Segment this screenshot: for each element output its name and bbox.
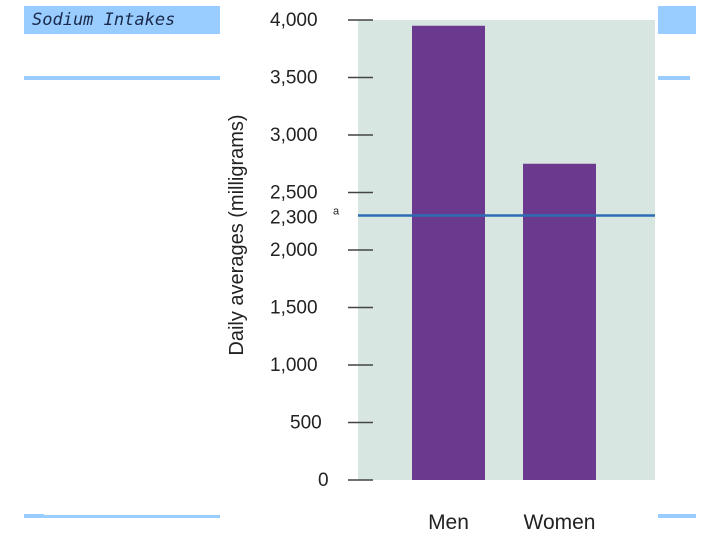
- reference-line-group: 2,300 a: [270, 206, 655, 229]
- decorative-top-right-block: [658, 6, 696, 34]
- y-tick-label: 4,000: [270, 10, 318, 31]
- y-tick-label: 3,500: [270, 68, 318, 89]
- y-tick-label: 1,500: [270, 298, 318, 319]
- bar-women: [523, 163, 596, 480]
- y-tick-label: 0: [318, 470, 329, 491]
- reference-line-label: 2,300: [270, 208, 318, 229]
- bar-men: [412, 25, 485, 480]
- x-axis-labels: Men Women: [428, 511, 595, 534]
- slide-title: Sodium Intakes: [32, 10, 176, 30]
- plot-background: [358, 20, 655, 480]
- y-tick-label: 2,500: [270, 183, 318, 204]
- x-tick-label-women: Women: [524, 511, 596, 534]
- reference-line-superscript: a: [333, 206, 340, 218]
- decorative-lower-right-line: [658, 514, 696, 518]
- y-tick-label: 2,000: [270, 240, 318, 261]
- y-tick-label: 1,000: [270, 355, 318, 376]
- decorative-lower-left-line: [44, 515, 220, 518]
- decorative-upper-right-line: [658, 76, 690, 80]
- y-axis: 0 500 1,000 1,500 2,000 2,500 3,000 3,500 4,000: [270, 10, 373, 491]
- decorative-upper-left-line: [24, 76, 220, 80]
- y-tick-label: 500: [290, 413, 322, 434]
- decorative-lower-left-stub: [24, 514, 44, 518]
- y-axis-label: Daily averages (milligrams): [226, 114, 248, 355]
- y-tick-label: 3,000: [270, 125, 318, 146]
- slide-title-box: Sodium Intakes: [24, 6, 220, 34]
- x-tick-label-men: Men: [428, 511, 469, 534]
